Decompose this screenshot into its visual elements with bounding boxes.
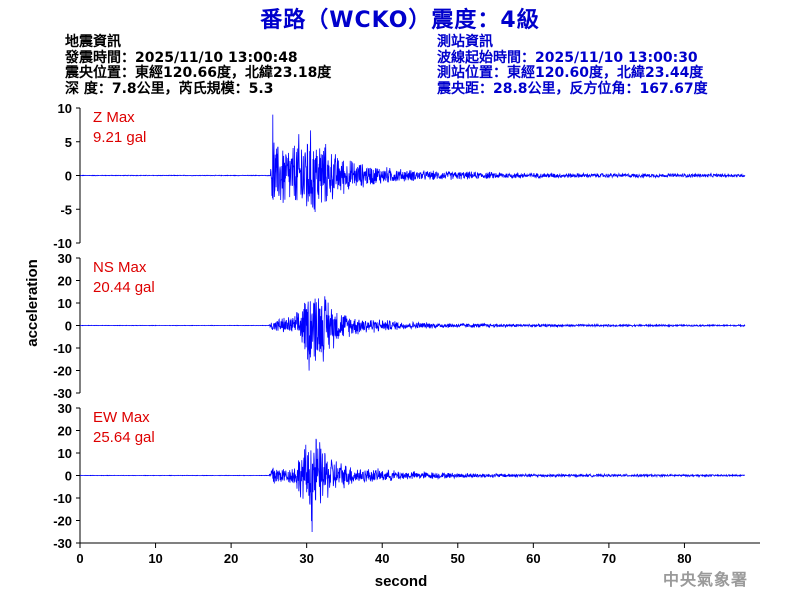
epicentral-distance: 震央距：28.8公里，反方位角：167.67度 — [437, 80, 708, 97]
cwa-watermark: 中央氣象署 — [662, 570, 748, 589]
quake-info-heading: 地震資訊 — [65, 34, 121, 50]
ns-max-label: NS Max — [93, 259, 147, 276]
y-tick-label: -10 — [53, 491, 72, 506]
y-tick-label: -10 — [53, 236, 72, 251]
y-tick-label: 5 — [65, 135, 72, 150]
x-axis-label: second — [375, 573, 428, 590]
z-max-label: Z Max — [93, 109, 135, 126]
y-tick-label: 0 — [65, 169, 72, 184]
ns-waveform — [79, 296, 746, 371]
z-waveform — [80, 114, 746, 213]
ew-waveform — [79, 438, 746, 533]
y-tick-label: -20 — [53, 364, 72, 379]
chart-title: 番路（WCKO）震度：4級 — [260, 8, 540, 33]
x-tick-label: 60 — [526, 551, 540, 566]
y-tick-label: 10 — [58, 101, 72, 116]
quake-info-block: 地震資訊 發震時間：2025/11/10 13:00:48 震央位置：東經120… — [65, 34, 332, 97]
x-tick-label: 20 — [224, 551, 238, 566]
y-tick-label: 20 — [58, 274, 72, 289]
x-tick-label: 30 — [299, 551, 313, 566]
y-tick-label: 0 — [65, 319, 72, 334]
ew-max-label: EW Max — [93, 409, 150, 426]
y-tick-label: -20 — [53, 514, 72, 529]
y-axis-label: acceleration — [24, 259, 41, 347]
x-tick-label: 10 — [148, 551, 162, 566]
y-tick-label: 0 — [65, 469, 72, 484]
y-tick-label: 30 — [58, 251, 72, 266]
x-tick-label: 0 — [76, 551, 83, 566]
station-location: 測站位置：東經120.60度，北緯23.44度 — [437, 65, 704, 81]
y-tick-label: -5 — [60, 202, 72, 217]
x-tick-label: 70 — [602, 551, 616, 566]
origin-time: 發震時間：2025/11/10 13:00:48 — [65, 49, 298, 66]
y-tick-label: 30 — [58, 401, 72, 416]
z-max-value: 9.21 gal — [93, 129, 146, 146]
y-tick-label: -10 — [53, 341, 72, 356]
y-tick-label: -30 — [53, 536, 72, 551]
y-tick-label: -30 — [53, 386, 72, 401]
station-info-heading: 測站資訊 — [437, 34, 493, 50]
ew-max-value: 25.64 gal — [93, 429, 155, 446]
x-tick-label: 40 — [375, 551, 389, 566]
y-tick-label: 10 — [58, 296, 72, 311]
x-tick-label: 80 — [677, 551, 691, 566]
station-info-block: 測站資訊 波線起始時間：2025/11/10 13:00:30 測站位置：東經1… — [437, 34, 708, 97]
depth-magnitude: 深 度：7.8公里，芮氏規模：5.3 — [65, 80, 274, 97]
x-tick-label: 50 — [451, 551, 465, 566]
y-tick-label: 20 — [58, 424, 72, 439]
epicenter-location: 震央位置：東經120.66度，北緯23.18度 — [65, 65, 332, 81]
ns-max-value: 20.44 gal — [93, 279, 155, 296]
y-tick-label: 10 — [58, 446, 72, 461]
wave-start-time: 波線起始時間：2025/11/10 13:00:30 — [437, 49, 698, 66]
